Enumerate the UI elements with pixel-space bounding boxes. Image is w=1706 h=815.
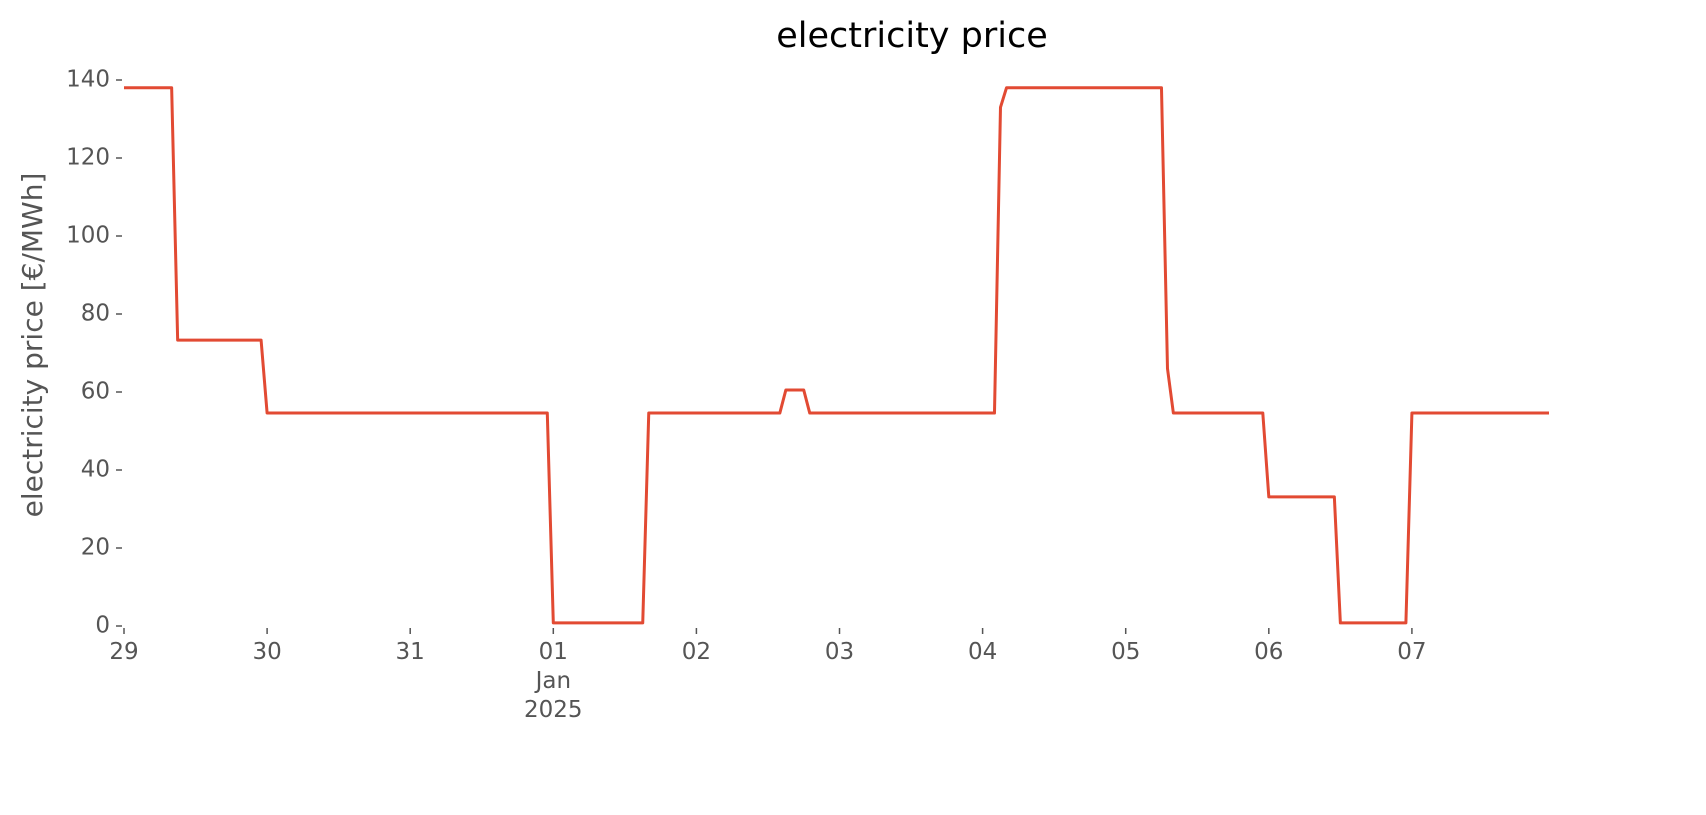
y-tick-label: 20: [81, 535, 110, 561]
x-tick-label: 07: [1397, 639, 1427, 665]
x-tick-label: 02: [681, 639, 712, 665]
chart-title: electricity price: [776, 16, 1048, 56]
y-tick-label: 0: [95, 613, 110, 639]
x-tick-label: 01 Jan 2025: [524, 639, 583, 723]
x-tick-label: 30: [252, 639, 282, 665]
line-series: [124, 86, 1549, 625]
x-tick-label: 05: [1111, 639, 1141, 665]
y-axis-label: electricity price [€/MWh]: [16, 173, 49, 518]
x-tick-label: 31: [395, 639, 425, 665]
x-tick-label: 29: [109, 639, 139, 665]
y-tick-label: 40: [81, 457, 110, 483]
x-tick-label: 03: [824, 639, 855, 665]
x-tick-label: 04: [967, 639, 998, 665]
x-tick-label: 06: [1254, 639, 1284, 665]
y-tick-label: 80: [81, 301, 110, 327]
y-tick-label: 140: [66, 67, 110, 93]
y-tick-label: 120: [66, 145, 110, 171]
y-tick-label: 60: [81, 379, 110, 405]
y-tick-label: 100: [66, 223, 110, 249]
